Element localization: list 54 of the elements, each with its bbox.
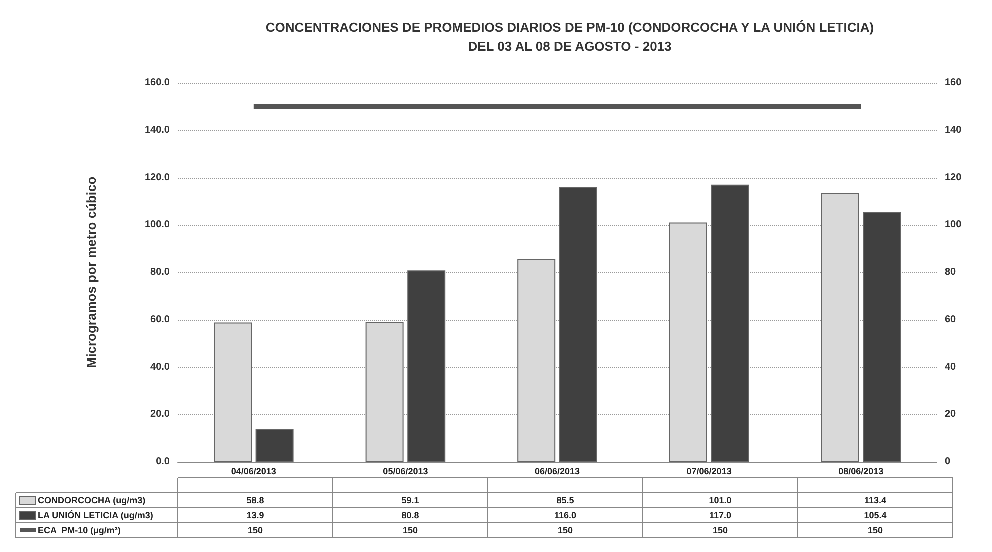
y-tick-label: 20.0 <box>150 409 170 420</box>
y2-tick-label: 60 <box>945 314 957 326</box>
y2-tick-label: 100 <box>945 220 962 231</box>
data-label: 80.8 <box>402 510 420 520</box>
legend-label: LA UNIÓN LETICIA (ug/m3) <box>38 510 154 520</box>
y2-tick-label: 0 <box>945 456 951 468</box>
data-label: 150 <box>712 526 728 536</box>
bar <box>711 184 750 462</box>
bar <box>366 322 404 462</box>
y2-tick-label: 160 <box>945 78 962 88</box>
y-tick-label: 0.0 <box>156 456 170 468</box>
data-label: 150 <box>558 526 574 536</box>
bar <box>821 193 860 462</box>
bar <box>863 212 901 462</box>
y-tick-label: 60.0 <box>150 314 170 326</box>
bar <box>518 259 556 462</box>
data-label: 113.4 <box>864 496 887 506</box>
y2-tick-label: 20 <box>945 409 957 420</box>
chart-title: CONCENTRACIONES DE PROMEDIOS DIARIOS DE PM-10 (CONDORCOCHA Y LA UNIÓN LETICIA) <box>266 20 874 35</box>
x-tick-label: 06/06/2013 <box>534 466 580 476</box>
data-label: 105.4 <box>864 510 887 520</box>
data-label: 150 <box>248 526 264 536</box>
y2-tick-label: 80 <box>945 267 957 278</box>
data-label: 150 <box>868 526 884 536</box>
x-tick-label: 05/06/2013 <box>383 466 428 476</box>
legend-label: ECA PM-10 (µg/m³) <box>38 526 121 536</box>
bar <box>669 222 708 462</box>
x-tick-label: 04/06/2013 <box>231 466 276 476</box>
y-axis-title: Microgramos por metro cúbico <box>84 176 99 368</box>
y2-tick-label: 40 <box>945 362 957 373</box>
bar <box>214 322 252 462</box>
data-label: 116.0 <box>554 510 577 520</box>
data-label: 59.1 <box>402 496 420 506</box>
y-tick-label: 140.0 <box>144 124 170 136</box>
y-tick-label: 80.0 <box>150 267 170 278</box>
y2-tick-label: 120 <box>945 172 962 184</box>
data-label: 85.5 <box>556 496 574 506</box>
data-label: 117.0 <box>709 510 732 520</box>
data-label: 13.9 <box>246 510 264 520</box>
y-tick-label: 40.0 <box>150 362 170 373</box>
y-tick-label: 120.0 <box>144 172 170 184</box>
chart-subtitle: DEL 03 AL 08 DE AGOSTO - 2013 <box>468 39 672 54</box>
bar <box>559 187 598 462</box>
data-label: 58.8 <box>246 496 264 506</box>
x-tick-label: 08/06/2013 <box>838 466 884 476</box>
bar <box>408 270 446 462</box>
y-tick-label: 100.0 <box>144 220 170 231</box>
bar <box>256 429 294 462</box>
y-tick-label: 160.0 <box>144 78 170 88</box>
legend-label: CONDORCOCHA (ug/m3) <box>38 496 146 506</box>
data-label: 101.0 <box>709 496 732 506</box>
y2-tick-label: 140 <box>945 124 962 136</box>
x-tick-label: 07/06/2013 <box>686 466 732 476</box>
data-label: 150 <box>402 526 418 536</box>
